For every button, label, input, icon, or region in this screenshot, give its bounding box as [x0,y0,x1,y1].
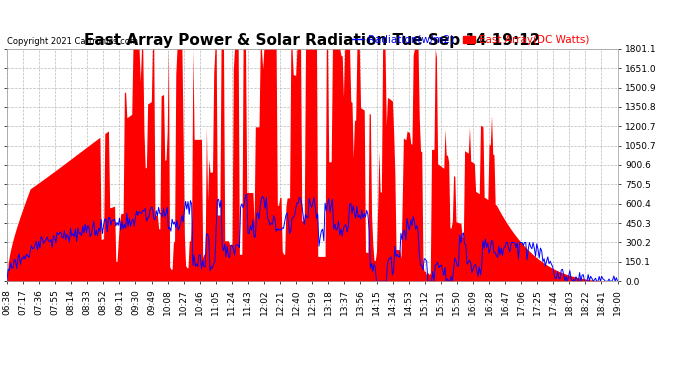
Legend: Radiation(w/m2), East Array(DC Watts): Radiation(w/m2), East Array(DC Watts) [348,31,594,49]
Title: East Array Power & Solar Radiation Tue Sep 14 19:12: East Array Power & Solar Radiation Tue S… [84,33,540,48]
Text: Copyright 2021 Cartronics.com: Copyright 2021 Cartronics.com [7,38,138,46]
